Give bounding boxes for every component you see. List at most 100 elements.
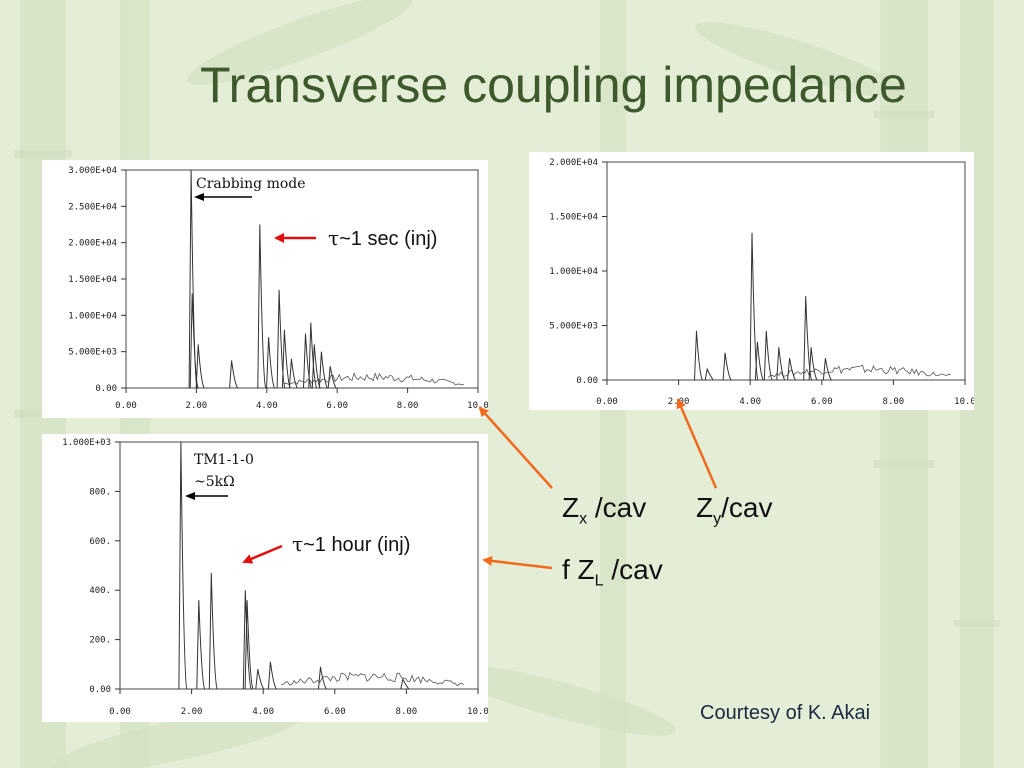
tau-symbol: τ xyxy=(328,226,340,250)
x-tick-label: 6.00 xyxy=(811,397,833,407)
x-tick-label: 0.00 xyxy=(115,401,137,411)
impedance-peak xyxy=(303,333,312,389)
impedance-peak xyxy=(803,296,813,381)
zy-label: Zy/cav xyxy=(696,492,772,529)
zy-rest: /cav xyxy=(721,492,773,523)
impedance-peak xyxy=(822,358,832,381)
impedance-peak xyxy=(400,677,410,690)
impedance-peak xyxy=(754,341,764,381)
courtesy-note: Courtesy of K. Akai xyxy=(700,702,871,724)
tau-hour-text: ~1 hour (inj) xyxy=(303,534,411,556)
plot-frame xyxy=(119,441,479,690)
plot-area: 0.00 5.000E+03 1.000E+04 1.500E+04 2.000E+04… xyxy=(549,158,974,407)
x-tick-label: 6.00 xyxy=(324,707,346,717)
chart-1: Crabbing mode 0.00 5.000E+03 1.000E+04 1.50… xyxy=(68,166,488,411)
plot-area: 0.00 200. 400. 600. 800. 1.000E+03 0.00 2.00 4.0… xyxy=(62,438,488,717)
impedance-peak xyxy=(288,358,298,389)
y-tick-label: 0.00 xyxy=(89,685,111,695)
x-tick-label: 0.00 xyxy=(109,707,131,717)
impedance-peak xyxy=(257,224,267,389)
x-tick-label: 2.00 xyxy=(181,707,203,717)
zx-sub: x xyxy=(579,510,588,528)
fzl-sub: L xyxy=(594,572,604,590)
impedance-peak xyxy=(196,600,206,690)
y-tick-label: 1.500E+04 xyxy=(68,275,117,285)
x-tick-label: 10.0 xyxy=(467,401,488,411)
tm-value-label: ~5kΩ xyxy=(194,474,235,490)
impedance-peak xyxy=(694,330,703,381)
impedance-peak xyxy=(242,590,252,690)
impedance-peak xyxy=(722,352,732,381)
impedance-peak xyxy=(178,441,188,690)
y-tick-label: 1.000E+04 xyxy=(68,311,117,321)
impedance-peak xyxy=(195,344,205,389)
chart-2: 0.00 5.000E+03 1.000E+04 1.500E+04 2.000E+04… xyxy=(549,158,974,407)
y-tick-label: 1.000E+03 xyxy=(62,438,111,448)
impedance-peak xyxy=(244,600,254,690)
fzl-rest: /cav xyxy=(603,554,663,585)
y-tick-label: 3.000E+04 xyxy=(68,166,117,176)
noise-floor-line xyxy=(280,671,464,687)
impedance-peak xyxy=(318,351,328,389)
chart-panel-1: Crabbing mode 0.00 5.000E+03 1.000E+04 1.50… xyxy=(42,160,488,418)
y-tick-label: 2.000E+04 xyxy=(549,158,598,168)
x-tick-label: 0.00 xyxy=(596,397,618,407)
x-tick-label: 10.0 xyxy=(954,397,974,407)
y-tick-label: 2.000E+04 xyxy=(68,239,117,249)
x-tick-label: 10.0 xyxy=(467,707,488,717)
y-tick-label: 1.000E+04 xyxy=(549,267,598,277)
y-tick-label: 5.000E+03 xyxy=(68,348,117,358)
y-tick-label: 1.500E+04 xyxy=(549,213,598,223)
impedance-peak xyxy=(327,366,337,389)
slide-title: Transverse coupling impedance xyxy=(200,57,907,113)
x-tick-label: 4.00 xyxy=(739,397,761,407)
zx-label: Zx /cav xyxy=(562,492,646,529)
zx-rest: /cav xyxy=(587,492,647,523)
impedance-peak xyxy=(749,232,759,381)
impedance-peak xyxy=(763,330,773,381)
noise-floor-line xyxy=(767,364,951,378)
x-tick-label: 6.00 xyxy=(326,401,348,411)
y-tick-label: 2.500E+04 xyxy=(68,202,117,212)
impedance-peak xyxy=(276,289,286,389)
impedance-peak xyxy=(267,661,277,690)
zy-main: Z xyxy=(696,492,714,523)
noise-floor-line xyxy=(284,372,464,386)
chart-3: TM1-1-0 ~5kΩ 0.00 200. 400. 600. 800. 1.000E+… xyxy=(62,438,488,717)
plot-frame xyxy=(125,169,479,389)
impedance-peak xyxy=(787,358,797,381)
tau-symbol-2: τ xyxy=(292,532,304,556)
plot-area: 0.00 5.000E+03 1.000E+04 1.500E+04 2.000E+04… xyxy=(68,166,488,411)
chart-panel-2: 0.00 5.000E+03 1.000E+04 1.500E+04 2.000E+04… xyxy=(529,152,974,410)
y-tick-label: 600. xyxy=(89,537,111,547)
x-tick-label: 8.00 xyxy=(883,397,905,407)
zx-main: Z xyxy=(562,492,580,523)
x-tick-label: 2.00 xyxy=(186,401,208,411)
crabbing-arrow-head xyxy=(194,193,204,201)
x-tick-label: 2.00 xyxy=(668,397,690,407)
impedance-peak xyxy=(808,347,818,381)
impedance-peak xyxy=(255,669,265,690)
fzl-main: f Z xyxy=(562,554,595,585)
impedance-peak xyxy=(229,360,239,389)
tm-arrow-head xyxy=(185,492,195,500)
y-tick-label: 200. xyxy=(89,636,111,646)
zy-sub: y xyxy=(713,510,722,528)
impedance-peak xyxy=(704,367,714,381)
tm-mode-label: TM1-1-0 xyxy=(194,452,254,468)
impedance-peak xyxy=(318,666,327,690)
plot-frame xyxy=(606,161,966,381)
tau-hour-annotation: τ~1 hour (inj) xyxy=(292,532,410,557)
crabbing-mode-label: Crabbing mode xyxy=(196,176,306,192)
impedance-peak xyxy=(188,169,198,389)
impedance-peak xyxy=(266,337,276,389)
tau-sec-annotation: τ~1 sec (inj) xyxy=(328,226,437,251)
x-tick-label: 4.00 xyxy=(252,707,274,717)
fzl-label: f ZL /cav xyxy=(562,554,663,591)
impedance-peak xyxy=(189,293,199,389)
x-tick-label: 4.00 xyxy=(256,401,278,411)
impedance-peak xyxy=(776,347,786,381)
y-tick-label: 800. xyxy=(89,487,111,497)
y-tick-label: 5.000E+03 xyxy=(549,322,598,332)
y-tick-label: 0.00 xyxy=(576,376,598,386)
